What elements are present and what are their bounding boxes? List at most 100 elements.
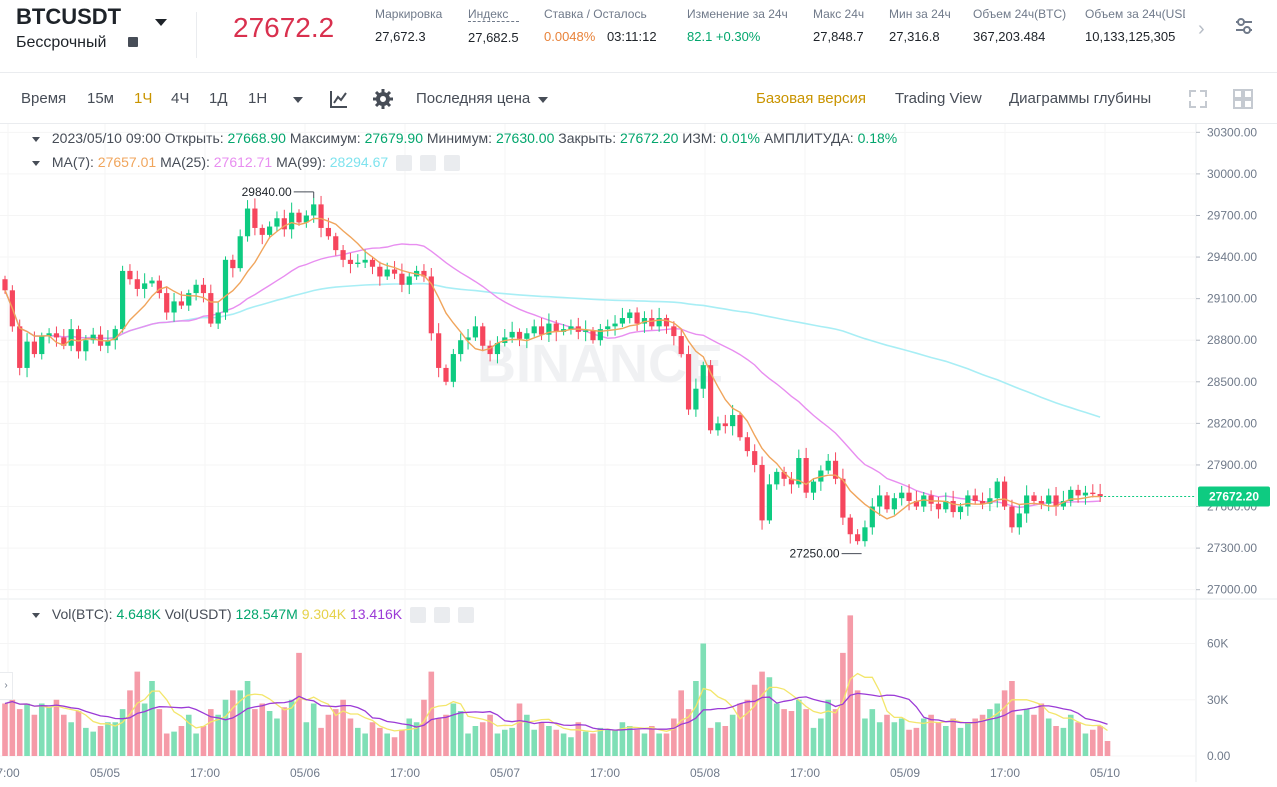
volume-bar bbox=[707, 727, 714, 756]
volume-bar bbox=[494, 733, 501, 756]
chart-area[interactable]: BINANCE 30300.00 30000.00 29700.00 29400.00… bbox=[0, 124, 1277, 782]
candle-body bbox=[869, 506, 875, 528]
volume-bar bbox=[509, 727, 515, 756]
interval-4h[interactable]: 4Ч bbox=[171, 90, 190, 107]
collapse-caret-icon[interactable] bbox=[32, 160, 40, 166]
stat-index-price[interactable]: Индекс 27,682.5 bbox=[468, 7, 519, 45]
interval-1d[interactable]: 1Д bbox=[209, 90, 228, 107]
price-type-select[interactable]: Последняя цена bbox=[416, 90, 531, 107]
stat-value: 82.1 +0.30% bbox=[687, 29, 761, 44]
chevron-right-icon[interactable]: › bbox=[1198, 18, 1205, 40]
candle-body bbox=[781, 471, 787, 479]
view-tradingview[interactable]: Trading View bbox=[895, 90, 982, 107]
volume-bar bbox=[729, 714, 736, 756]
stat-value: 27,316.8 bbox=[889, 29, 940, 44]
symbol-dropdown-caret-icon[interactable] bbox=[155, 19, 167, 26]
view-depth[interactable]: Диаграммы глубины bbox=[1009, 90, 1152, 107]
volume-bar bbox=[751, 684, 758, 756]
candle-body bbox=[708, 365, 714, 431]
candle-body bbox=[641, 318, 648, 324]
interval-1w[interactable]: 1Н bbox=[248, 90, 268, 107]
candle-body bbox=[200, 284, 207, 294]
stat-label[interactable]: Индекс bbox=[468, 7, 519, 22]
volume-bar bbox=[649, 726, 655, 756]
candle-body bbox=[208, 293, 214, 324]
interval-1h[interactable]: 1Ч bbox=[134, 90, 153, 107]
interval-15m[interactable]: 15м bbox=[87, 90, 114, 107]
candle-body bbox=[715, 423, 721, 431]
stat-label: Мин за 24ч bbox=[889, 7, 951, 21]
gear-icon[interactable] bbox=[372, 88, 394, 110]
candle-body bbox=[46, 333, 52, 337]
collapse-caret-icon[interactable] bbox=[32, 136, 40, 142]
volume-bar bbox=[1016, 714, 1023, 756]
collapse-caret-icon[interactable] bbox=[32, 612, 40, 618]
settings-icon[interactable] bbox=[419, 155, 436, 172]
candle-body bbox=[406, 276, 412, 285]
price-type-caret-icon[interactable] bbox=[538, 97, 548, 103]
volume-bar bbox=[935, 722, 942, 756]
expand-panel-icon[interactable]: › bbox=[0, 672, 13, 700]
time-label: 05/09 bbox=[890, 766, 920, 780]
volume-bar bbox=[399, 729, 405, 756]
stat-high-24h: Макс 24ч 27,848.7 bbox=[813, 7, 864, 44]
book-icon[interactable] bbox=[128, 37, 138, 47]
grid-layout-icon[interactable] bbox=[1232, 88, 1254, 110]
ma99-line bbox=[4, 282, 1101, 418]
close-icon[interactable] bbox=[457, 607, 474, 624]
candle-body bbox=[134, 279, 140, 289]
volume-bar bbox=[582, 731, 589, 756]
candle-body bbox=[979, 500, 986, 504]
time-label: 05/06 bbox=[290, 766, 320, 780]
volume-bar bbox=[75, 711, 82, 756]
eye-icon[interactable] bbox=[410, 607, 427, 624]
volume-bar bbox=[531, 729, 537, 756]
candle-body bbox=[120, 270, 126, 330]
vol-ma1-value: 9.304K bbox=[301, 606, 347, 622]
close-icon[interactable] bbox=[443, 155, 460, 172]
volume-bar bbox=[722, 726, 729, 756]
time-label[interactable]: Время bbox=[21, 90, 67, 107]
candle-body bbox=[127, 270, 133, 280]
volume-tick-label: 60K bbox=[1207, 637, 1228, 651]
view-basic[interactable]: Базовая версия bbox=[756, 90, 866, 107]
volume-bar bbox=[24, 703, 30, 756]
ma-legend: MA(7): 27657.01 MA(25): 27612.71 MA(99):… bbox=[32, 154, 460, 172]
volume-bar bbox=[1009, 681, 1015, 756]
volume-bar bbox=[266, 711, 273, 756]
volume-bar bbox=[825, 699, 831, 756]
eye-icon[interactable] bbox=[396, 155, 413, 172]
candlestick-chart[interactable]: BINANCE 30300.0030000.0029700.0029400.00… bbox=[0, 124, 1277, 782]
fullscreen-icon[interactable] bbox=[1187, 88, 1209, 110]
volume-bar bbox=[678, 690, 684, 756]
volume-bar bbox=[112, 722, 119, 756]
sliders-icon[interactable] bbox=[1234, 16, 1254, 36]
indicators-icon[interactable] bbox=[328, 88, 350, 110]
symbol-title[interactable]: BTCUSDT bbox=[16, 4, 122, 29]
volume-bar bbox=[744, 699, 751, 756]
volume-bar bbox=[538, 722, 545, 756]
candle-body bbox=[700, 365, 706, 389]
candle-body bbox=[1097, 494, 1103, 497]
candle-body bbox=[884, 495, 890, 510]
candle-body bbox=[472, 326, 478, 338]
candle-body bbox=[965, 495, 971, 507]
settings-icon[interactable] bbox=[433, 607, 450, 624]
candle-body bbox=[1046, 495, 1052, 504]
more-intervals-caret-icon[interactable] bbox=[293, 97, 303, 103]
stat-value: 27,672.3 bbox=[375, 29, 426, 44]
candle-body bbox=[568, 326, 574, 330]
candle-body bbox=[663, 318, 670, 327]
volume-bar bbox=[16, 709, 23, 756]
stat-funding: Ставка / Осталось 0.0048% 03:11:12 bbox=[544, 7, 657, 44]
volume-bar bbox=[715, 722, 721, 756]
volume-bar bbox=[773, 703, 780, 756]
candle-body bbox=[1031, 495, 1037, 501]
stat-volume-usdt: Объем за 24ч(USDT) 10,133,125,305 bbox=[1085, 7, 1185, 44]
volume-bar bbox=[68, 722, 74, 756]
candle-body bbox=[142, 283, 148, 289]
low-marker-label: 27250.00 bbox=[790, 547, 840, 561]
volume-bar bbox=[884, 714, 890, 756]
high-label: Максимум: bbox=[289, 130, 361, 146]
candle-body bbox=[759, 464, 765, 521]
